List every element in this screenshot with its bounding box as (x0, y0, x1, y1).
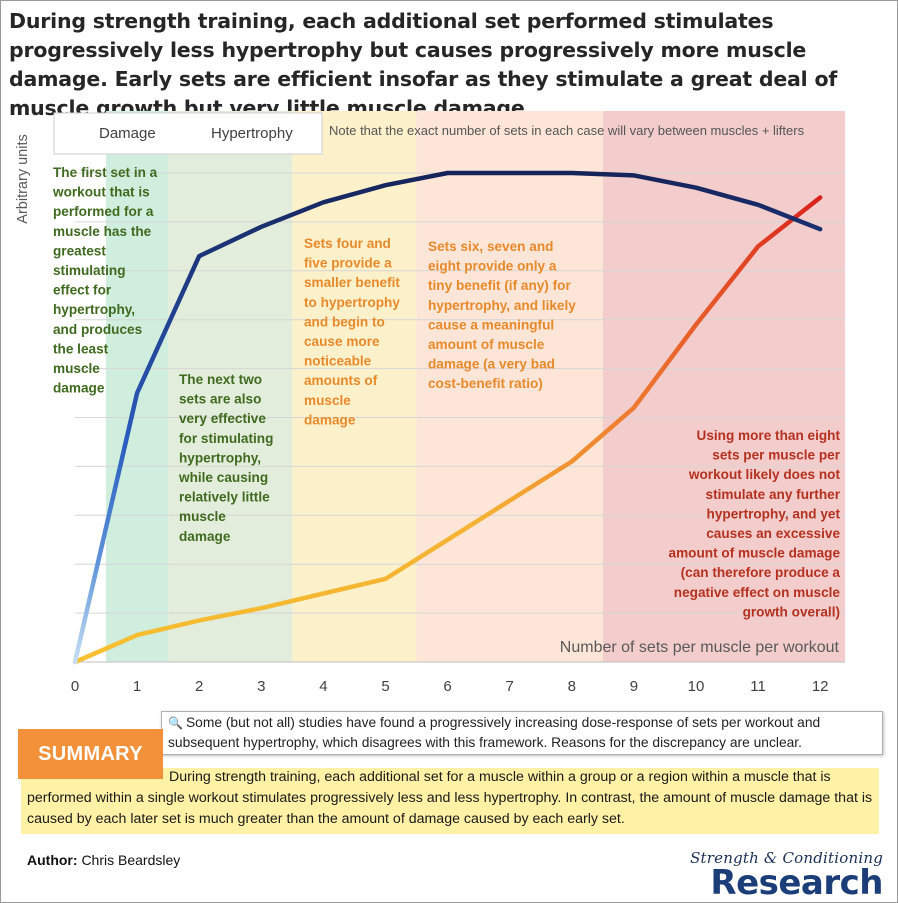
legend-label-damage: Damage (99, 125, 156, 142)
series-line-hypertrophy (72, 170, 823, 665)
summary-body: During strength training, each additiona… (27, 769, 873, 827)
zone1-note-line: the least (53, 341, 109, 356)
zone4-note-line: Sets six, seven and (428, 239, 553, 254)
zone1-note-line: greatest (53, 243, 106, 258)
summary-text: During strength training, each additiona… (27, 767, 879, 830)
callout-note: 🔍 Some (but not all) studies have found a… (161, 711, 883, 755)
zone5-note-line: negative effect on muscle (674, 585, 841, 600)
x-tick-label: 11 (750, 678, 766, 695)
headline: During strength training, each additiona… (9, 9, 838, 120)
x-tick-label: 6 (443, 678, 451, 695)
zone5-note-line: hypertrophy, and yet (707, 506, 841, 521)
zone4-note-line: damage (a very bad (428, 357, 555, 372)
zone2-note-line: The next two (179, 372, 262, 387)
brand-line1: Strength & Conditioning (690, 849, 883, 867)
x-tick-label: 10 (688, 678, 705, 695)
series-line-damage (72, 195, 823, 665)
zone4-note-line: tiny benefit (if any) for (428, 278, 571, 293)
zone-1 (106, 111, 169, 662)
zone-2 (168, 111, 293, 662)
callout-text: Some (but not all) studies have found a … (168, 715, 821, 750)
author-label: Author: (27, 852, 78, 868)
zone-4 (416, 111, 603, 662)
zone-5 (602, 111, 846, 662)
zone2-note-line: damage (179, 529, 231, 544)
zone2-note-line: relatively little (179, 490, 270, 505)
magnifier-icon: 🔍 (168, 716, 183, 730)
zone5-note-line: workout likely does not (688, 467, 841, 482)
x-tick-label: 3 (257, 678, 265, 695)
zone1-note-line: effect for (53, 283, 112, 298)
x-tick-label: 4 (319, 678, 327, 695)
brand-logo: Research (710, 863, 883, 903)
zone5-note-line: stimulate any further (706, 487, 841, 502)
zone2-note-line: sets are also (179, 392, 261, 407)
zone1-note-line: damage (53, 381, 105, 396)
zone1-note-line: hypertrophy, (53, 302, 135, 317)
zone1-note-line: workout that is (52, 185, 150, 200)
zone5-note-line: sets per muscle per (712, 448, 840, 463)
y-axis-label: Arbitrary units (15, 134, 31, 223)
zone4-note-line: cost-benefit ratio) (428, 376, 543, 391)
legend-label-hypertrophy: Hypertrophy (211, 125, 293, 142)
zone5-note-line: (can therefore produce a (681, 565, 841, 580)
zone1-note-line: muscle (53, 361, 100, 376)
zone2-note-line: hypertrophy, (179, 450, 261, 465)
chart-note: Note that the exact number of sets in ea… (329, 123, 805, 138)
summary-label: SUMMARY (18, 729, 163, 779)
zone2-note-line: muscle (179, 509, 226, 524)
zone3-note-line: amounts of (304, 373, 378, 388)
zone3-note-line: five provide a (304, 256, 392, 271)
zone5-note-line: amount of muscle damage (669, 546, 841, 561)
zone1-note-line: The first set in a (53, 165, 158, 180)
summary-box (21, 768, 879, 834)
zone3-note-line: cause more (304, 334, 380, 349)
x-tick-label: 12 (812, 678, 829, 695)
zone1-note-line: and produces (53, 322, 142, 337)
zone4-note-line: hypertrophy, and likely (428, 298, 576, 313)
x-tick-label: 9 (630, 678, 638, 695)
author-name: Chris Beardsley (81, 852, 181, 868)
x-tick-label: 0 (71, 678, 79, 695)
zone2-note-line: for stimulating (179, 431, 273, 446)
zone1-note-line: performed for a (53, 204, 154, 219)
zone4-note-line: eight provide only a (428, 259, 557, 274)
zone1-note-line: stimulating (53, 263, 126, 278)
x-tick-label: 2 (195, 678, 203, 695)
zone2-note-line: while causing (178, 470, 268, 485)
x-axis-label: Number of sets per muscle per workout (560, 639, 840, 656)
zone5-note-line: Using more than eight (697, 428, 841, 443)
zone3-note-line: muscle (304, 393, 351, 408)
zone3-note-line: noticeable (304, 354, 372, 369)
x-tick-label: 5 (381, 678, 389, 695)
zone3-note-line: Sets four and (304, 236, 391, 251)
x-tick-label: 8 (568, 678, 576, 695)
zone4-note-line: amount of muscle (428, 337, 545, 352)
zone4-note-line: cause a meaningful (428, 317, 554, 332)
zone3-note-line: and begin to (304, 314, 385, 329)
zone3-note-line: to hypertrophy (304, 295, 400, 310)
zone3-note-line: smaller benefit (304, 275, 400, 290)
author: Author: Chris Beardsley (27, 852, 180, 868)
x-tick-label: 1 (133, 678, 141, 695)
zone1-note-line: muscle has the (53, 224, 152, 239)
zone2-note-line: very effective (179, 411, 266, 426)
x-tick-label: 7 (506, 678, 514, 695)
zone5-note-line: growth overall) (743, 604, 840, 619)
zone3-note-line: damage (304, 412, 356, 427)
zone5-note-line: causes an excessive (706, 526, 840, 541)
